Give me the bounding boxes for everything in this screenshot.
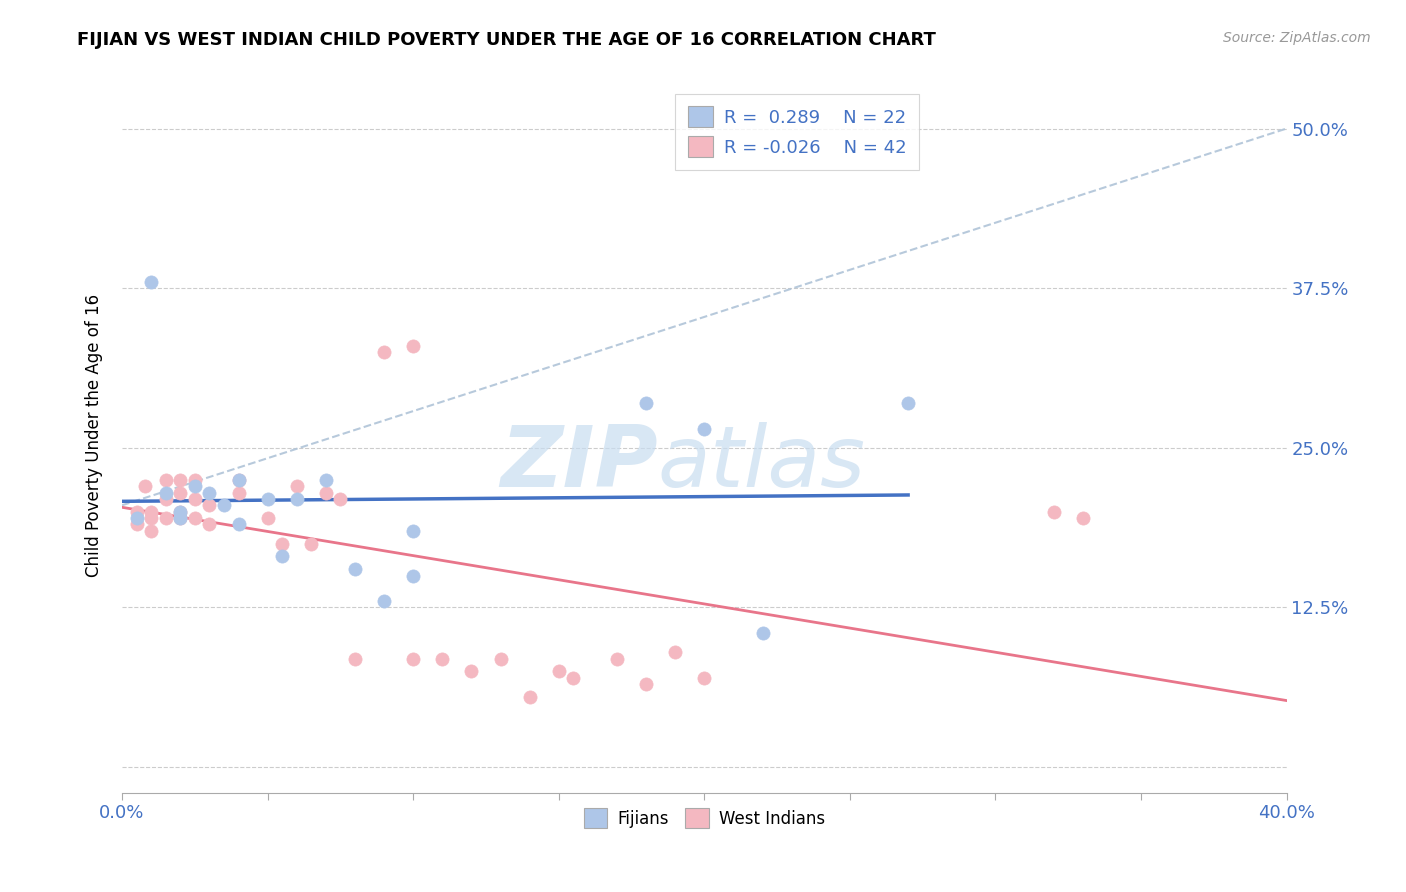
Point <box>228 473 250 487</box>
Point <box>606 651 628 665</box>
Point <box>184 491 207 506</box>
Point <box>315 485 337 500</box>
Point <box>169 505 191 519</box>
Point <box>897 396 920 410</box>
Text: Source: ZipAtlas.com: Source: ZipAtlas.com <box>1223 31 1371 45</box>
Point <box>489 651 512 665</box>
Point <box>636 396 658 410</box>
Point <box>134 479 156 493</box>
Point <box>212 498 235 512</box>
Point <box>373 594 395 608</box>
Point <box>155 491 177 506</box>
Point <box>402 524 425 538</box>
Point <box>343 651 366 665</box>
Point <box>547 665 569 679</box>
Point <box>125 511 148 525</box>
Text: atlas: atlas <box>658 422 866 505</box>
Point <box>125 505 148 519</box>
Point <box>402 568 425 582</box>
Point <box>432 651 454 665</box>
Point <box>155 511 177 525</box>
Point <box>343 562 366 576</box>
Point <box>1042 505 1064 519</box>
Point <box>169 505 191 519</box>
Point <box>169 473 191 487</box>
Point <box>228 517 250 532</box>
Point <box>141 524 163 538</box>
Point <box>460 665 482 679</box>
Point <box>519 690 541 704</box>
Point <box>141 275 163 289</box>
Point <box>155 485 177 500</box>
Point <box>373 345 395 359</box>
Point <box>636 677 658 691</box>
Point <box>198 517 221 532</box>
Y-axis label: Child Poverty Under the Age of 16: Child Poverty Under the Age of 16 <box>86 293 103 576</box>
Point <box>256 491 278 506</box>
Text: ZIP: ZIP <box>501 422 658 505</box>
Point <box>169 485 191 500</box>
Point <box>184 511 207 525</box>
Point <box>751 626 773 640</box>
Point <box>184 479 207 493</box>
Point <box>402 338 425 352</box>
Point <box>155 473 177 487</box>
Point <box>693 671 716 685</box>
Point <box>256 511 278 525</box>
Point <box>271 536 294 550</box>
Point <box>285 479 308 493</box>
Point <box>329 491 352 506</box>
Point <box>228 473 250 487</box>
Point <box>228 485 250 500</box>
Point <box>315 473 337 487</box>
Point <box>693 422 716 436</box>
Legend: Fijians, West Indians: Fijians, West Indians <box>578 802 831 834</box>
Point <box>125 517 148 532</box>
Point <box>299 536 322 550</box>
Point <box>141 505 163 519</box>
Point <box>141 511 163 525</box>
Point <box>664 645 686 659</box>
Text: FIJIAN VS WEST INDIAN CHILD POVERTY UNDER THE AGE OF 16 CORRELATION CHART: FIJIAN VS WEST INDIAN CHILD POVERTY UNDE… <box>77 31 936 49</box>
Point <box>285 491 308 506</box>
Point <box>184 473 207 487</box>
Point <box>402 651 425 665</box>
Point <box>198 485 221 500</box>
Point <box>198 498 221 512</box>
Point <box>271 549 294 564</box>
Point <box>1071 511 1094 525</box>
Point <box>562 671 585 685</box>
Point <box>169 511 191 525</box>
Point <box>169 511 191 525</box>
